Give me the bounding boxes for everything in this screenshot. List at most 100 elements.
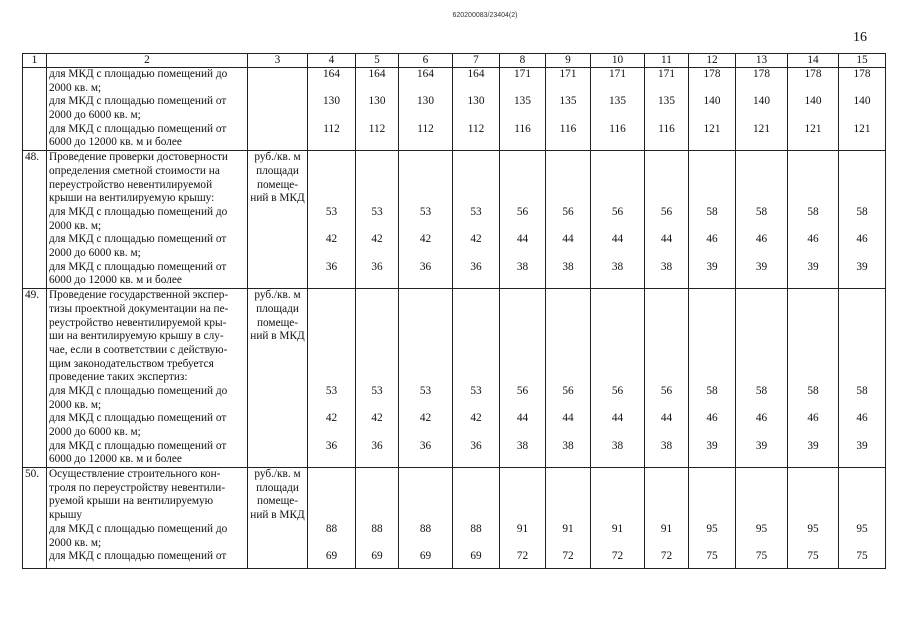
spacer <box>502 330 543 344</box>
description-cell: Осуществление строительного кон-троля по… <box>46 467 248 570</box>
value: 38 <box>562 260 574 273</box>
unit-line: ний в МКД <box>250 509 305 522</box>
spacer <box>358 426 396 440</box>
description-line: крыши на вентилируемую крышу: <box>49 192 215 205</box>
spacer <box>647 537 686 551</box>
column-number: 12 <box>688 53 736 68</box>
spacer <box>593 469 642 482</box>
spacer <box>790 344 836 358</box>
value: 58 <box>755 384 768 397</box>
value-cell: 95 75 <box>787 467 839 570</box>
item-label-line: для МКД с площадью помещений от <box>49 412 227 425</box>
column-number: 15 <box>838 53 886 68</box>
spacer <box>502 399 543 413</box>
spacer <box>455 399 497 413</box>
spacer <box>548 371 588 385</box>
spacer <box>502 482 543 496</box>
spacer <box>841 82 883 96</box>
spacer <box>455 453 497 466</box>
value: 44 <box>611 233 624 246</box>
value-cell: 171 135 116 <box>499 66 546 152</box>
spacer <box>593 220 642 234</box>
spacer <box>738 482 785 496</box>
value: 72 <box>516 550 529 563</box>
value: 53 <box>419 384 432 397</box>
value-cell: 178 140 121 <box>735 66 788 152</box>
value: 53 <box>325 384 338 397</box>
spacer <box>790 82 836 96</box>
value: 58 <box>706 205 718 218</box>
value: 116 <box>609 122 626 135</box>
spacer <box>358 399 396 413</box>
value-cell: 88 69 <box>307 467 356 570</box>
item-label-line: для МКД с площадью помещений от <box>49 233 227 246</box>
value: 38 <box>660 439 673 452</box>
spacer <box>310 179 353 193</box>
item-label-line: для МКД с площадью помещений до <box>49 205 228 218</box>
value: 36 <box>419 439 432 452</box>
value-cell: 53 42 36 <box>452 150 500 290</box>
column-number: 10 <box>590 53 645 68</box>
spacer <box>647 495 686 509</box>
value: 95 <box>807 522 819 535</box>
value: 164 <box>368 68 386 80</box>
value: 135 <box>658 95 675 108</box>
spacer <box>738 247 785 261</box>
value: 42 <box>470 233 482 246</box>
spacer <box>593 399 642 413</box>
spacer <box>455 495 497 509</box>
spacer <box>548 274 588 287</box>
value-cell: 164 130 112 <box>355 66 399 152</box>
spacer <box>310 274 353 287</box>
spacer <box>790 179 836 193</box>
value: 164 <box>467 68 485 80</box>
item-label-line: 2000 до 6000 кв. м; <box>49 246 141 259</box>
item-label-line: для МКД с площадью помещений от <box>49 260 227 273</box>
spacer <box>548 509 588 523</box>
value: 88 <box>371 522 383 535</box>
spacer <box>310 303 353 317</box>
item-label-line: 2000 кв. м; <box>49 398 102 411</box>
value: 130 <box>417 95 434 108</box>
spacer <box>502 537 543 551</box>
unit-line: помеще- <box>256 495 299 508</box>
value: 91 <box>516 522 529 535</box>
spacer <box>593 317 642 331</box>
spacer <box>647 453 686 466</box>
item-label-line: для МКД с площадью помещений от <box>49 95 227 108</box>
spacer <box>401 274 450 287</box>
value-cell: 58 46 39 <box>838 150 886 290</box>
unit-line: руб./кв. м <box>254 151 301 164</box>
spacer <box>691 358 733 372</box>
value-cell: 171 135 116 <box>545 66 591 152</box>
value: 53 <box>371 205 383 218</box>
value-cell: 171 135 116 <box>644 66 689 152</box>
spacer <box>548 495 588 509</box>
spacer <box>548 109 588 123</box>
spacer <box>841 426 883 440</box>
value: 112 <box>417 122 434 135</box>
spacer <box>647 165 686 179</box>
column-number: 14 <box>787 53 839 68</box>
value: 36 <box>371 260 383 273</box>
spacer <box>502 290 543 303</box>
value-cell: 178 140 121 <box>838 66 886 152</box>
spacer <box>691 344 733 358</box>
value: 44 <box>660 233 673 246</box>
spacer <box>310 220 353 234</box>
value: 38 <box>516 260 529 273</box>
value-cell: 164 130 112 <box>452 66 500 152</box>
spacer <box>691 453 733 466</box>
spacer <box>358 109 396 123</box>
spacer <box>401 482 450 496</box>
value: 42 <box>419 233 432 246</box>
value: 42 <box>325 412 338 425</box>
value: 178 <box>703 68 721 80</box>
spacer <box>502 220 543 234</box>
spacer <box>502 317 543 331</box>
value: 58 <box>706 384 718 397</box>
description-line: Осуществление строительного кон- <box>49 468 221 481</box>
spacer <box>502 426 543 440</box>
spacer <box>790 274 836 287</box>
value-cell: 56 44 38 <box>499 150 546 290</box>
